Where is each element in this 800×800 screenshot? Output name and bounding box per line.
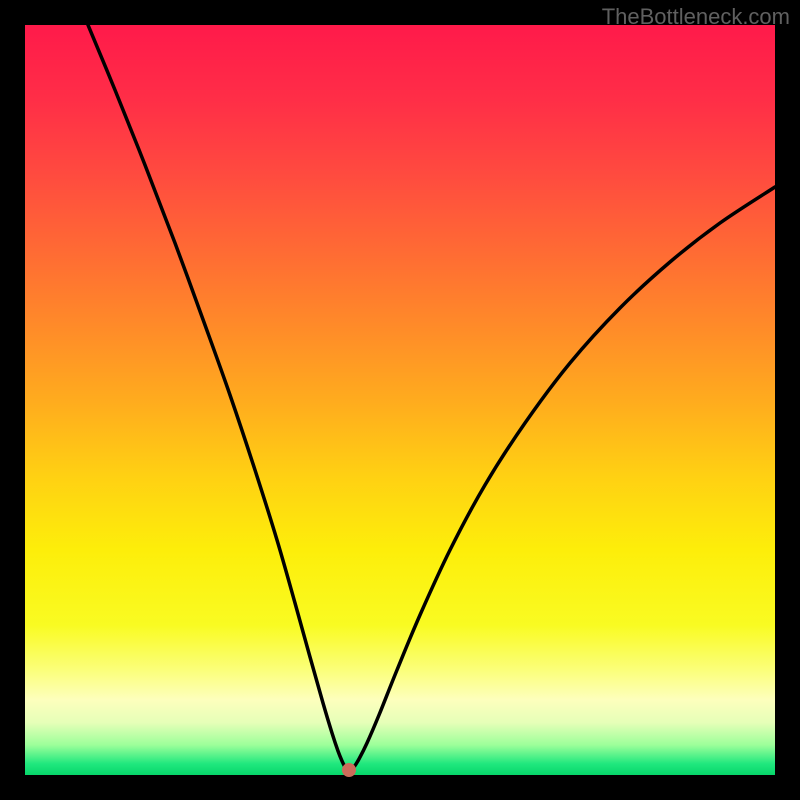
curve-left-branch: [88, 25, 347, 770]
watermark-text: TheBottleneck.com: [602, 4, 790, 30]
plot-area: [25, 25, 775, 775]
optimal-point-marker: [342, 763, 356, 777]
curve-right-branch: [351, 187, 775, 770]
bottleneck-curve: [25, 25, 775, 775]
